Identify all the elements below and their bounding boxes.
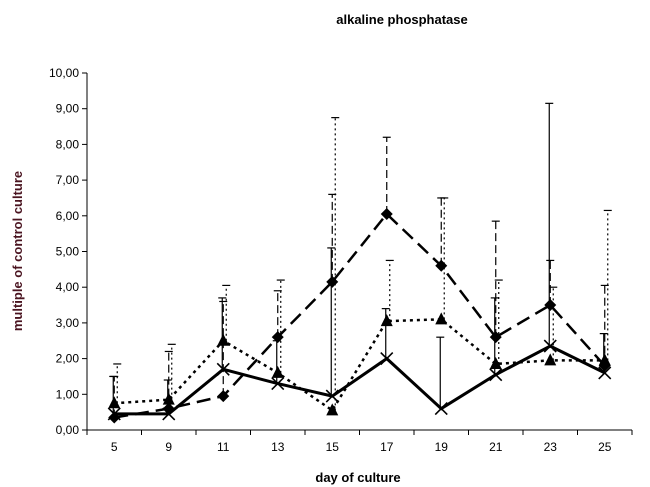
x-tick-label: 23 bbox=[544, 440, 558, 454]
chart-title: alkaline phosphatase bbox=[336, 12, 468, 27]
y-tick-label: 2,00 bbox=[56, 352, 80, 366]
x-tick-label: 15 bbox=[326, 440, 340, 454]
data-point-x-marker bbox=[489, 368, 503, 382]
x-tick-label: 11 bbox=[217, 440, 230, 454]
y-tick-label: 9,00 bbox=[56, 102, 80, 116]
series-line bbox=[114, 212, 606, 419]
data-point-triangle-marker bbox=[380, 314, 393, 327]
y-axis-title: multiple of control culture bbox=[10, 171, 25, 331]
y-tick-label: 5,00 bbox=[56, 245, 80, 259]
data-point-x-marker bbox=[325, 389, 339, 403]
data-point-triangle-marker bbox=[271, 365, 284, 378]
y-tick-label: 1,00 bbox=[56, 387, 80, 401]
series-line bbox=[114, 318, 605, 413]
data-point-triangle-marker bbox=[544, 353, 557, 366]
data-point-x-marker bbox=[598, 366, 612, 380]
data-point-triangle-marker bbox=[326, 403, 339, 416]
data-point-triangle-marker bbox=[489, 356, 502, 369]
data-point-diamond-marker bbox=[435, 259, 448, 272]
data-point-x-marker bbox=[380, 352, 394, 366]
y-tick-label: 4,00 bbox=[56, 280, 80, 294]
x-tick-label: 13 bbox=[271, 440, 285, 454]
data-point-triangle-marker bbox=[435, 312, 448, 325]
data-point-x-marker bbox=[271, 377, 285, 391]
data-point-diamond-marker bbox=[544, 299, 557, 312]
y-tick-label: 6,00 bbox=[56, 209, 80, 223]
data-point-diamond-marker bbox=[326, 275, 339, 288]
data-point-triangle-marker bbox=[598, 353, 611, 366]
data-point-triangle-marker bbox=[162, 392, 175, 405]
data-point-x-marker bbox=[543, 339, 557, 353]
series-line bbox=[114, 344, 606, 416]
x-tick-label: 5 bbox=[111, 440, 118, 454]
x-tick-label: 21 bbox=[489, 440, 503, 454]
x-axis-title: day of culture bbox=[315, 470, 400, 485]
plot-area: 0,00 1,00 2,00 3,00 4,00 5,00 6,00 7,00 8,00 9,00… bbox=[49, 66, 633, 454]
data-point-diamond-marker bbox=[489, 331, 502, 344]
data-point-diamond-marker bbox=[217, 390, 230, 403]
x-tick-label: 25 bbox=[598, 440, 612, 454]
data-point-diamond-marker bbox=[162, 402, 175, 415]
data-point-x-marker bbox=[216, 362, 230, 376]
x-tick-label: 19 bbox=[435, 440, 449, 454]
data-point-x-marker bbox=[434, 402, 448, 416]
y-tick-label: 10,00 bbox=[49, 66, 79, 80]
data-point-diamond-marker bbox=[380, 208, 393, 221]
y-tick-label: 0,00 bbox=[56, 423, 80, 437]
data-point-diamond-marker bbox=[108, 411, 121, 424]
x-tick-label: 9 bbox=[165, 440, 172, 454]
data-point-diamond-marker bbox=[271, 331, 284, 344]
y-tick-label: 3,00 bbox=[56, 316, 80, 330]
y-tick-label: 8,00 bbox=[56, 137, 80, 151]
y-tick-label: 7,00 bbox=[56, 173, 80, 187]
x-tick-label: 17 bbox=[380, 440, 394, 454]
data-point-triangle-marker bbox=[217, 333, 230, 346]
data-point-triangle-marker bbox=[108, 396, 121, 409]
